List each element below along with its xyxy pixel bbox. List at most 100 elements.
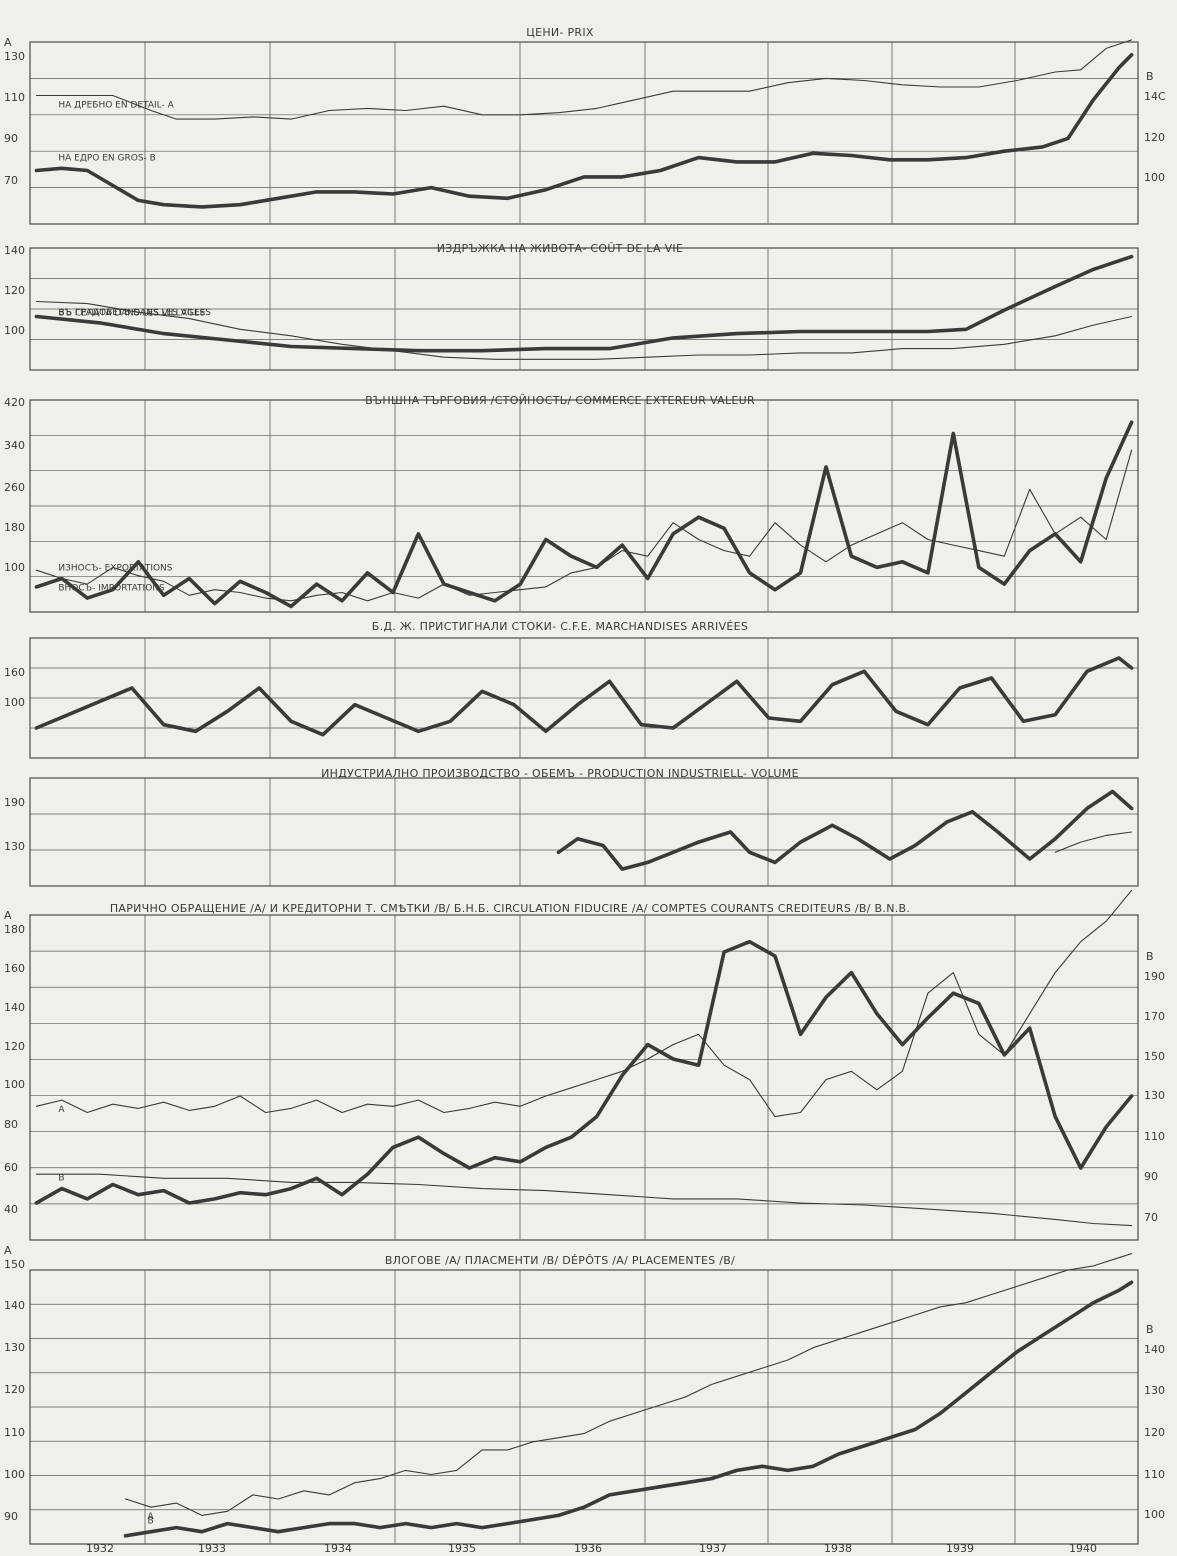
chart-cfe: Б.Д. Ж. ПРИСТИГНАЛИ СТОКИ- C.F.E. MARCHA… <box>4 620 1139 759</box>
y-tick-right: 100 <box>1144 171 1165 184</box>
series-label: НА ЕДРО EN GROS- B <box>58 153 155 163</box>
y-tick-right: 140 <box>1144 1343 1165 1356</box>
y-tick-left: 100 <box>4 1078 25 1091</box>
series-line-depots-0 <box>124 1253 1133 1516</box>
y-tick-right: 130 <box>1144 1384 1165 1397</box>
y-tick-right: 170 <box>1144 1010 1165 1023</box>
y-tick-left: 120 <box>4 1383 25 1396</box>
series-label: НА ДРЕБНО EN DETAIL- A <box>58 101 174 111</box>
y-tick-left: 90 <box>4 1510 18 1523</box>
y-tick-left: 60 <box>4 1161 18 1174</box>
series-line-prix-0 <box>35 39 1133 120</box>
chart-prix: ЦЕНИ- PRIX 130 110 90 70 14C 120 100 A B НА ДРЕБНО… <box>4 26 1166 225</box>
chart-circulation: ПАРИЧНО ОБРАЩЕНИЕ /A/ И КРЕДИТОРНИ Т. СМ… <box>4 889 1165 1241</box>
y-tick-right: 190 <box>1144 970 1165 983</box>
x-axis-years: 1932 1933 1934 1935 1936 1937 1938 1939 1940 <box>86 1542 1097 1555</box>
series-line-circulation-2 <box>35 1173 1133 1227</box>
y-tick-left: 100 <box>4 696 25 709</box>
y-tick-left: 130 <box>4 840 25 853</box>
series-line-commerce-0 <box>35 449 1133 602</box>
chart-title: Б.Д. Ж. ПРИСТИГНАЛИ СТОКИ- C.F.E. MARCHA… <box>372 620 748 633</box>
series-line-circulation-1 <box>34 939 1134 1205</box>
chart-title: ВЛОГОВЕ /A/ ПЛАСМЕНТИ /B/ DÉPÔTS /A/ PLA… <box>385 1254 735 1267</box>
chart-title: ИНДУСТРИАЛНО ПРОИЗВОДСТВО - ОБЕМЪ - PROD… <box>321 767 799 780</box>
right-axis-letter: B <box>1146 950 1154 963</box>
y-tick-left: 90 <box>4 132 18 145</box>
chart-frame <box>29 777 1139 887</box>
series-line-production-0 <box>556 789 1134 871</box>
y-tick-left: 420 <box>4 396 25 409</box>
left-axis-letter: A <box>4 36 12 49</box>
x-year-label: 1932 <box>86 1542 114 1555</box>
chart-depots: ВЛОГОВЕ /A/ ПЛАСМЕНТИ /B/ DÉPÔTS /A/ PLA… <box>4 1244 1165 1545</box>
x-year-label: 1940 <box>1069 1542 1097 1555</box>
chart-production: ИНДУСТРИАЛНО ПРОИЗВОДСТВО - ОБЕМЪ - PROD… <box>4 767 1139 887</box>
chart-title: ВЪНШНА ТЪРГОВИЯ /СТОЙНОСТЬ/ COMMERCE EXT… <box>365 394 755 407</box>
chart-frame <box>29 41 1139 225</box>
y-tick-left: 190 <box>4 796 25 809</box>
left-axis-letter: A <box>4 1244 12 1257</box>
chart-title: ЦЕНИ- PRIX <box>526 26 594 39</box>
chart-title: ИЗДРЪЖКА НА ЖИВОТА- COÛT DE LA VIE <box>437 242 683 255</box>
y-tick-right: 120 <box>1144 131 1165 144</box>
chart-commerce: ВЪНШНА ТЪРГОВИЯ /СТОЙНОСТЬ/ COMMERCE EXT… <box>4 394 1139 613</box>
y-tick-left: 130 <box>4 1341 25 1354</box>
y-tick-left: 140 <box>4 244 25 257</box>
right-axis-letter: B <box>1146 1323 1154 1336</box>
series-line-depots-1 <box>123 1280 1134 1538</box>
series-label: B <box>58 1174 64 1184</box>
series-label: A <box>58 1105 65 1115</box>
chart-title: ПАРИЧНО ОБРАЩЕНИЕ /A/ И КРЕДИТОРНИ Т. СМ… <box>110 902 910 915</box>
y-tick-right: 70 <box>1144 1211 1158 1224</box>
series-line-commerce-1 <box>34 420 1134 609</box>
series-line-vie-0 <box>34 254 1134 353</box>
y-tick-right: 150 <box>1144 1050 1165 1063</box>
series-label: B <box>148 1517 154 1527</box>
y-tick-right: 110 <box>1144 1468 1165 1481</box>
left-axis-letter: A <box>4 909 12 922</box>
x-year-label: 1939 <box>946 1542 974 1555</box>
x-year-label: 1935 <box>448 1542 476 1555</box>
x-year-label: 1938 <box>824 1542 852 1555</box>
series-label: ВЪ ГРАДОВЕТѢ DANS LES VILLES <box>58 308 211 318</box>
x-year-label: 1936 <box>574 1542 602 1555</box>
y-tick-left: 160 <box>4 962 25 975</box>
series-label: ВЪ СЕЛАТА DANS LES VILLAGES <box>58 309 205 319</box>
y-tick-right: 90 <box>1144 1170 1158 1183</box>
series-line-cfe-0 <box>34 656 1134 737</box>
x-year-label: 1937 <box>699 1542 727 1555</box>
y-tick-right: 14C <box>1144 90 1166 103</box>
series-label: ИЗНОСЪ- EXPORTATIONS <box>58 564 172 574</box>
y-tick-left: 100 <box>4 1468 25 1481</box>
right-axis-letter: B <box>1146 70 1154 83</box>
series-line-vie-1 <box>35 300 1133 360</box>
x-year-label: 1934 <box>324 1542 352 1555</box>
y-tick-left: 100 <box>4 561 25 574</box>
y-tick-left: 180 <box>4 923 25 936</box>
chart-frame <box>29 914 1139 1241</box>
y-tick-left: 100 <box>4 324 25 337</box>
y-tick-right: 130 <box>1144 1089 1165 1102</box>
y-tick-left: 130 <box>4 50 25 63</box>
y-tick-left: 110 <box>4 91 25 104</box>
series-label: A <box>148 1512 155 1522</box>
y-tick-left: 140 <box>4 1001 25 1014</box>
series-line-circulation-0 <box>35 889 1133 1118</box>
y-tick-left: 40 <box>4 1203 18 1216</box>
y-tick-right: 100 <box>1144 1508 1165 1521</box>
series-line-production-1 <box>1054 831 1133 853</box>
y-tick-left: 110 <box>4 1426 25 1439</box>
y-tick-left: 180 <box>4 521 25 534</box>
y-tick-left: 120 <box>4 284 25 297</box>
y-tick-left: 80 <box>4 1118 18 1131</box>
y-tick-left: 160 <box>4 666 25 679</box>
series-line-prix-1 <box>34 52 1134 209</box>
y-tick-left: 140 <box>4 1299 25 1312</box>
y-tick-right: 120 <box>1144 1426 1165 1439</box>
y-tick-left: 70 <box>4 174 18 187</box>
y-tick-left: 340 <box>4 439 25 452</box>
y-tick-left: 260 <box>4 481 25 494</box>
chart-vie: ИЗДРЪЖКА НА ЖИВОТА- COÛT DE LA VIE 140 120… <box>4 242 1139 371</box>
